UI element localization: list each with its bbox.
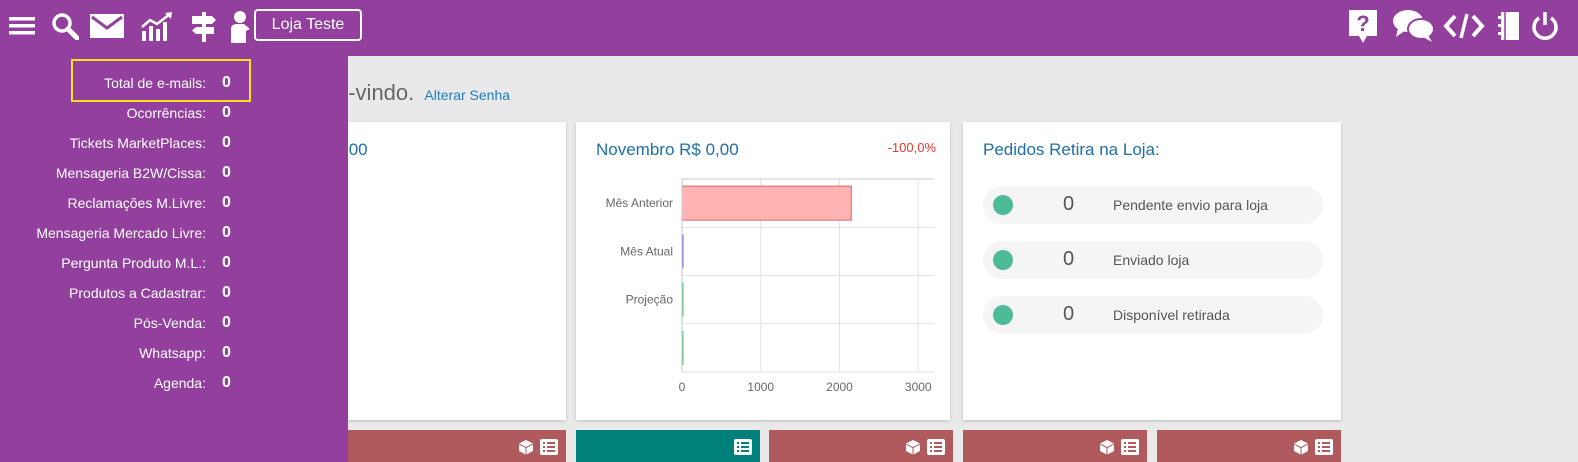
- november-card: Novembro R$ 0,00 -100,0% 0 1000 2000 3000 Mê…: [576, 122, 950, 420]
- november-chart: 0 1000 2000 3000 Mês Anterior Mês Atual Projeç…: [606, 178, 934, 394]
- store-button[interactable]: Loja Teste: [254, 9, 362, 41]
- pickup-row-sent[interactable]: 0 Enviado loja: [983, 241, 1323, 279]
- panel-item-count: 0: [222, 164, 231, 181]
- panel-item-label: Whatsapp:: [139, 345, 206, 361]
- panel-item-count: 0: [222, 344, 231, 361]
- chart-category-label: Projeção: [626, 293, 674, 307]
- panel-item-count: 0: [222, 224, 231, 241]
- pickup-count: 0: [1063, 193, 1075, 215]
- notifications-panel: Total de e-mails: 0 Ocorrências: 0 Ticke…: [0, 56, 348, 462]
- panel-item-ml-messages[interactable]: Mensageria Mercado Livre: 0: [0, 219, 348, 249]
- list-icon[interactable]: [1315, 439, 1333, 460]
- panel-item-whatsapp[interactable]: Whatsapp: 0: [0, 339, 348, 369]
- menu-icon[interactable]: [8, 8, 36, 44]
- mail-icon[interactable]: [89, 8, 125, 44]
- chart-category-label: Mês Anterior: [606, 196, 673, 210]
- code-icon[interactable]: [1442, 8, 1486, 44]
- pickup-count: 0: [1063, 303, 1075, 325]
- panel-item-ml-questions[interactable]: Pergunta Produto M.L.: 0: [0, 249, 348, 279]
- search-icon[interactable]: [50, 8, 80, 44]
- pickup-count: 0: [1063, 248, 1075, 270]
- pickup-row-available[interactable]: 0 Disponível retirada: [983, 296, 1323, 334]
- list-icon[interactable]: [734, 439, 752, 460]
- signpost-icon[interactable]: [190, 8, 218, 44]
- status-dot: [993, 250, 1013, 270]
- november-percent: -100,0%: [887, 140, 936, 155]
- change-password-link[interactable]: Alterar Senha: [424, 87, 511, 103]
- panel-item-tickets[interactable]: Tickets MarketPlaces: 0: [0, 129, 348, 159]
- panel-item-label: Ocorrências:: [126, 105, 206, 121]
- panel-item-label: Pós-Venda:: [133, 315, 206, 331]
- box-icon[interactable]: [1293, 439, 1309, 460]
- pickup-card: Pedidos Retira na Loja: 0 Pendente envio…: [963, 122, 1341, 420]
- panel-item-complaints[interactable]: Reclamações M.Livre: 0: [0, 189, 348, 219]
- panel-item-products[interactable]: Produtos a Cadastrar: 0: [0, 279, 348, 309]
- notebook-icon[interactable]: [1496, 8, 1522, 44]
- chart-tick-label: 0: [679, 380, 686, 394]
- chart-tick-label: 3000: [905, 380, 932, 394]
- bottom-tile[interactable]: [769, 430, 953, 462]
- box-icon[interactable]: [1099, 439, 1115, 460]
- user-board-icon[interactable]: [230, 8, 258, 44]
- panel-item-count: 0: [222, 254, 231, 271]
- panel-item-agenda[interactable]: Agenda: 0: [0, 369, 348, 399]
- list-icon[interactable]: [540, 439, 558, 460]
- status-dot: [993, 305, 1013, 325]
- panel-item-label: Agenda:: [153, 375, 206, 391]
- welcome-text: n-vindo. Alterar Senha: [336, 80, 510, 106]
- power-icon[interactable]: [1530, 8, 1560, 44]
- panel-item-label: Tickets MarketPlaces:: [69, 135, 206, 151]
- panel-item-count: 0: [222, 194, 231, 211]
- panel-item-label: Produtos a Cadastrar:: [69, 285, 206, 301]
- help-icon[interactable]: ?: [1346, 8, 1380, 44]
- panel-item-label: Pergunta Produto M.L.:: [61, 255, 206, 271]
- sales-card-title: ,00: [344, 140, 368, 159]
- panel-item-count: 0: [222, 74, 231, 91]
- panel-item-post-sale[interactable]: Pós-Venda: 0: [0, 309, 348, 339]
- bottom-tile[interactable]: [1157, 430, 1341, 462]
- chart-bar[interactable]: [682, 282, 684, 317]
- bottom-tile[interactable]: [382, 430, 566, 462]
- november-title: Novembro R$ 0,00: [596, 140, 739, 159]
- panel-item-count: 0: [222, 314, 231, 331]
- bottom-tile[interactable]: [963, 430, 1147, 462]
- panel-item-emails[interactable]: Total de e-mails: 0: [0, 69, 348, 99]
- pickup-label: Disponível retirada: [1113, 307, 1230, 323]
- panel-item-label: Mensageria B2W/Cissa:: [55, 165, 206, 181]
- status-dot: [993, 195, 1013, 215]
- panel-item-count: 0: [222, 284, 231, 301]
- svg-text:?: ?: [1356, 11, 1369, 36]
- panel-item-label: Reclamações M.Livre:: [67, 195, 207, 211]
- panel-item-label: Mensageria Mercado Livre:: [36, 225, 206, 241]
- box-icon[interactable]: [518, 439, 534, 460]
- chart-tick-label: 1000: [747, 380, 774, 394]
- welcome-label: n-vindo.: [336, 80, 415, 105]
- chart-icon[interactable]: [140, 8, 174, 44]
- panel-item-count: 0: [222, 134, 231, 151]
- chart-tick-label: 2000: [826, 380, 853, 394]
- panel-item-count: 0: [222, 374, 231, 391]
- panel-item-label: Total de e-mails:: [104, 75, 206, 91]
- bottom-tile[interactable]: [576, 430, 760, 462]
- pickup-title: Pedidos Retira na Loja:: [983, 140, 1160, 159]
- chat-icon[interactable]: [1392, 8, 1436, 44]
- box-icon[interactable]: [905, 439, 921, 460]
- panel-item-occurrences[interactable]: Ocorrências: 0: [0, 99, 348, 129]
- highlight-box: [71, 59, 251, 102]
- list-icon[interactable]: [1121, 439, 1139, 460]
- list-icon[interactable]: [927, 439, 945, 460]
- panel-item-count: 0: [222, 104, 231, 121]
- pickup-label: Enviado loja: [1113, 252, 1190, 268]
- top-bar: Loja Teste ?: [0, 0, 1578, 56]
- chart-category-label: Mês Atual: [620, 244, 673, 258]
- pickup-label: Pendente envio para loja: [1113, 197, 1268, 213]
- chart-bar[interactable]: [682, 234, 684, 269]
- chart-bar[interactable]: [682, 330, 684, 365]
- pickup-row-pending[interactable]: 0 Pendente envio para loja: [983, 186, 1323, 224]
- chart-bar[interactable]: [681, 185, 852, 221]
- panel-item-b2w[interactable]: Mensageria B2W/Cissa: 0: [0, 159, 348, 189]
